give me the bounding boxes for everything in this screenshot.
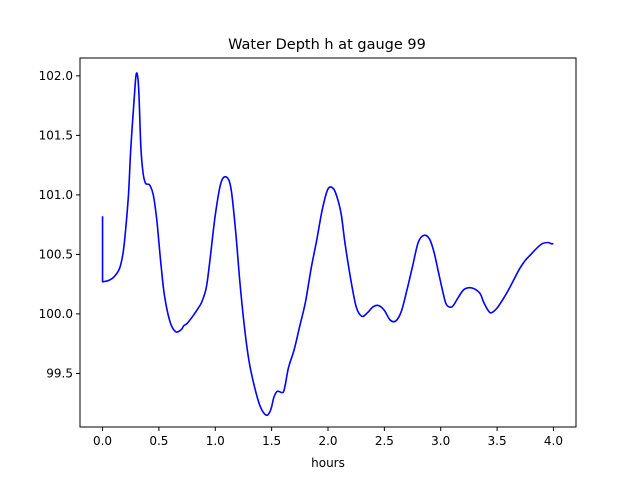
axis-ticks: 0.0 0.5 1.0 1.5 2.0 2.5 3.0 3.5 4.0 99.5 100.0 100.… xyxy=(39,69,563,448)
x-tick-label: 0.5 xyxy=(149,434,168,448)
series-lines xyxy=(101,72,554,417)
x-tick-label: 4.0 xyxy=(544,434,563,448)
y-tick-label: 100.5 xyxy=(39,247,73,261)
y-tick-label: 101.0 xyxy=(39,188,73,202)
y-tick-label: 101.5 xyxy=(39,128,73,142)
x-tick-label: 2.5 xyxy=(375,434,394,448)
x-tick-label: 2.0 xyxy=(318,434,337,448)
x-tick-label: 3.5 xyxy=(488,434,507,448)
x-tick-label: 3.0 xyxy=(431,434,450,448)
chart-title: Water Depth h at gauge 99 xyxy=(228,37,426,53)
plot-area xyxy=(80,58,576,427)
series-line-0 xyxy=(101,72,554,417)
plot-frame xyxy=(79,57,577,428)
x-axis-label: hours xyxy=(311,456,345,470)
x-tick-label: 0.0 xyxy=(93,434,112,448)
x-tick-label: 1.0 xyxy=(206,434,225,448)
y-tick-label: 99.5 xyxy=(46,366,73,380)
x-tick-label: 1.5 xyxy=(262,434,281,448)
y-tick-label: 100.0 xyxy=(39,307,73,321)
y-tick-label: 102.0 xyxy=(39,69,73,83)
